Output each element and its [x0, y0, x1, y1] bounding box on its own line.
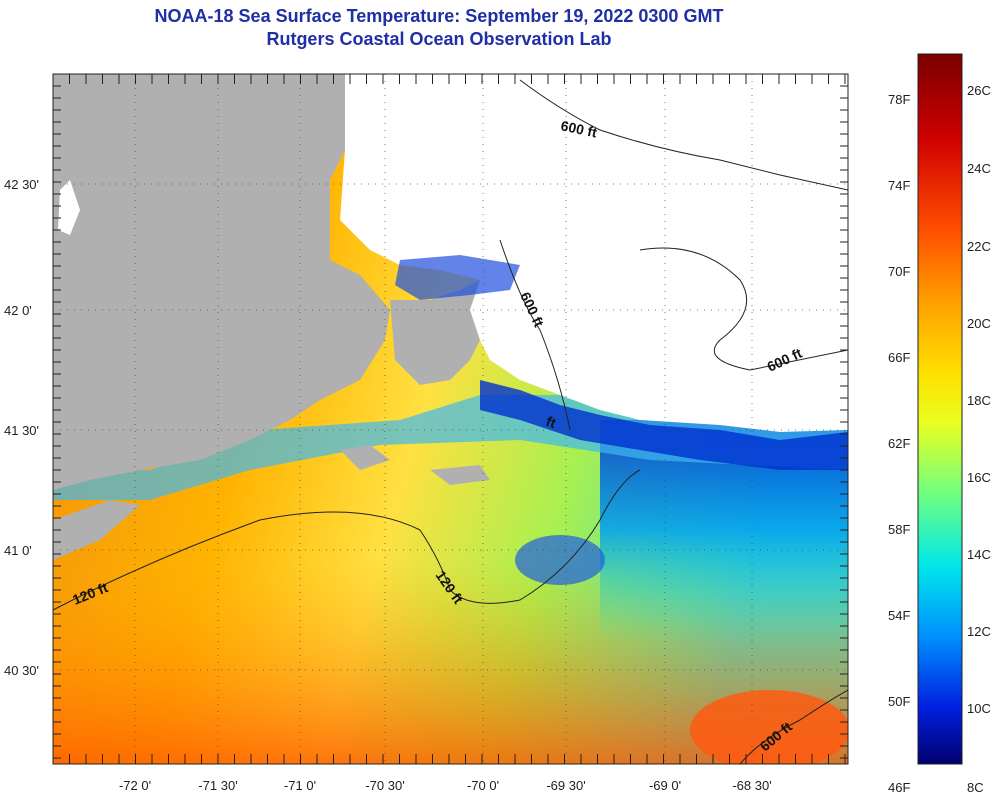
contour-600-north: [519, 79, 848, 191]
contour-label-top: 600 ft: [559, 117, 598, 140]
f-label: 66F: [888, 350, 910, 365]
c-label: 22C: [967, 239, 991, 254]
c-label: 18C: [967, 393, 991, 408]
f-label: 74F: [888, 178, 910, 193]
grid: [53, 74, 848, 764]
longitude-axis: -72 0' -71 30' -71 0' -70 30' -70 0' -69…: [119, 778, 772, 793]
chart-subtitle: Rutgers Coastal Ocean Observation Lab: [266, 29, 612, 49]
axis-ticks: [52, 73, 848, 764]
c-label: 10C: [967, 701, 991, 716]
land-longisland: [53, 500, 140, 560]
lon-label: -68 30': [732, 778, 771, 793]
cloud-cover: [340, 74, 848, 432]
f-label: 46F: [888, 780, 910, 795]
contour-600-mid: [499, 239, 571, 431]
lat-label: 41 0': [4, 543, 32, 558]
nearshore-cold-band: [53, 395, 848, 500]
c-label: 26C: [967, 83, 991, 98]
c-label: 24C: [967, 161, 991, 176]
land-island-2: [430, 465, 490, 485]
lon-label: -70 30': [365, 778, 404, 793]
contour-600-south: [739, 689, 848, 764]
cold-patch: [515, 535, 605, 585]
f-label: 78F: [888, 92, 910, 107]
c-label: 8C: [967, 780, 984, 795]
colorbar-f-labels: 78F 74F 70F 66F 62F 58F 54F 50F 46F: [888, 92, 910, 795]
land-lake: [58, 180, 80, 235]
f-label: 62F: [888, 436, 910, 451]
lon-label: -71 0': [284, 778, 316, 793]
lon-label: -70 0': [467, 778, 499, 793]
c-label: 20C: [967, 316, 991, 331]
lat-label: 40 30': [4, 663, 39, 678]
map-frame: [52, 73, 849, 765]
land-mainland: [53, 74, 390, 490]
lon-label: -69 0': [649, 778, 681, 793]
latitude-axis: 42 30' 42 0' 41 30' 41 0' 40 30': [4, 177, 39, 678]
f-label: 58F: [888, 522, 910, 537]
colorbar: [917, 53, 963, 765]
contour-120: [53, 469, 641, 611]
warm-patch-se: [690, 690, 848, 764]
land-cape: [390, 280, 480, 385]
cloud-blue-patch: [395, 255, 520, 300]
lon-label: -72 0': [119, 778, 151, 793]
c-label: 12C: [967, 624, 991, 639]
c-label: 14C: [967, 547, 991, 562]
chart-title: NOAA-18 Sea Surface Temperature: Septemb…: [154, 6, 724, 26]
c-label: 16C: [967, 470, 991, 485]
land-island-1: [340, 445, 390, 470]
lat-label: 41 30': [4, 423, 39, 438]
contour-600-east: [639, 247, 848, 371]
lat-label: 42 30': [4, 177, 39, 192]
f-label: 70F: [888, 264, 910, 279]
lat-label: 42 0': [4, 303, 32, 318]
f-label: 54F: [888, 608, 910, 623]
lon-label: -69 30': [546, 778, 585, 793]
lon-label: -71 30': [198, 778, 237, 793]
cloud-edge-blue: [480, 380, 848, 470]
f-label: 50F: [888, 694, 910, 709]
colorbar-c-labels: 26C 24C 22C 20C 18C 16C 14C 12C 10C 8C: [967, 83, 991, 795]
